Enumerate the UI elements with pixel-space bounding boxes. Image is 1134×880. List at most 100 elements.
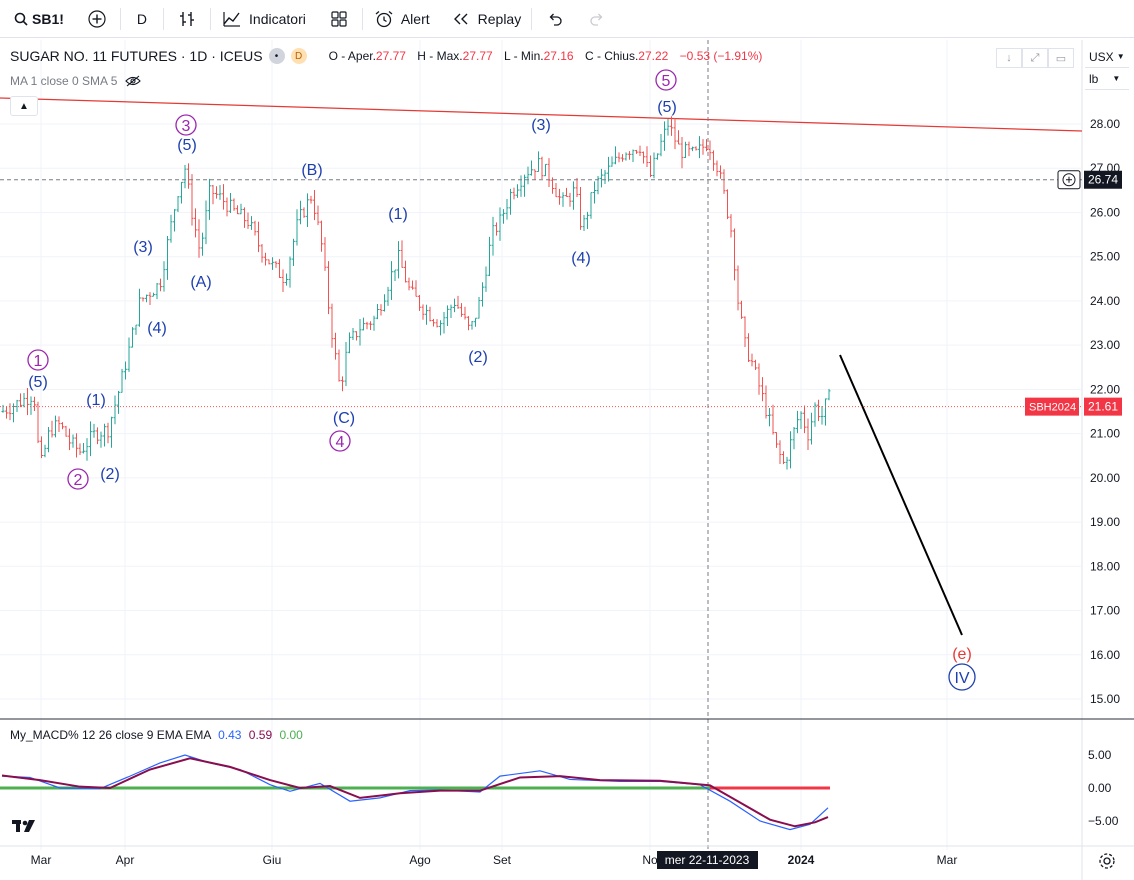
crosshair-date-label: mer 22-11-2023 <box>665 853 750 867</box>
chart-overlays <box>0 40 1082 850</box>
price-axis: 28.0027.0026.0025.0024.0023.0022.0021.00… <box>1025 117 1122 706</box>
collapse-legend-button[interactable]: ▲ <box>10 96 38 116</box>
price-pane-bg <box>0 40 1134 718</box>
redo-button[interactable] <box>578 0 616 38</box>
chevron-up-icon: ▲ <box>19 100 29 112</box>
layouts-button[interactable] <box>316 0 362 38</box>
redo-icon <box>586 8 608 30</box>
wave-label: (A) <box>190 274 211 291</box>
macd-title: My_MACD% 12 26 close 9 EMA EMA <box>10 728 211 742</box>
macd-legend[interactable]: My_MACD% 12 26 close 9 EMA EMA 0.43 0.59… <box>10 728 303 742</box>
time-axis-label: No <box>642 853 658 867</box>
interval-button[interactable]: D <box>121 0 163 38</box>
close-value: 27.22 <box>638 49 669 63</box>
gear-icon[interactable] <box>1098 852 1116 870</box>
time-axis-label: 2024 <box>788 853 815 867</box>
macd-tick-label: 5.00 <box>1088 748 1112 762</box>
alarm-clock-icon <box>373 8 395 30</box>
currency-label: USX <box>1089 49 1114 64</box>
wave-label: (5) <box>177 137 197 154</box>
symbol-search[interactable]: SB1! <box>0 0 74 38</box>
wave-label: (C) <box>333 410 355 427</box>
chart-grid <box>0 40 1134 880</box>
price-tick-label: 18.00 <box>1090 559 1120 573</box>
maximize-button[interactable]: ⤢ <box>1022 48 1048 68</box>
eye-hidden-icon[interactable] <box>125 75 142 87</box>
change-value: −0.53 (−1.91%) <box>679 49 763 63</box>
indicators-button[interactable]: Indicatori <box>211 0 316 38</box>
wave-label: 5 <box>662 73 671 90</box>
wave-label: (3) <box>531 117 551 134</box>
price-tick-label: 24.00 <box>1090 294 1120 308</box>
undo-button[interactable] <box>532 0 578 38</box>
macd-tick-label: −5.00 <box>1088 814 1119 828</box>
ma-indicator-label: MA 1 close 0 SMA 5 <box>10 74 118 88</box>
currency-unit-selector: USX ▼ lb ▼ <box>1085 46 1129 90</box>
alert-label: Alert <box>400 10 430 27</box>
wave-label-circle <box>67 468 89 490</box>
tradingview-logo[interactable] <box>12 816 42 839</box>
projection-line <box>839 354 963 636</box>
wave-label: 3 <box>182 118 191 135</box>
symbol-tag-label: SBH2024 <box>1029 402 1076 414</box>
wave-label-circle <box>329 430 351 452</box>
toolbar-divider <box>361 7 363 30</box>
replay-button[interactable]: Replay <box>440 0 532 38</box>
wave-label: (1) <box>388 206 408 223</box>
wave-labels: 1 (5) 2 (1) (2) (3) (4) 3 (5) (A) (B) (C) 4 (1) (2) (3)… <box>27 69 976 691</box>
low-key: L - Min. <box>504 49 544 63</box>
scroll-down-button[interactable]: ↓ <box>996 48 1022 68</box>
delayed-data-badge[interactable]: D <box>290 48 307 64</box>
restore-button[interactable]: ▭ <box>1048 48 1074 68</box>
time-axis: Mar Apr Giu Ago Set No 2024 Mar mer 22-11-2023 <box>0 845 1134 869</box>
symbol-title[interactable]: SUGAR NO. 11 FUTURES · 1D · ICEUS <box>10 48 263 64</box>
wave-label: 2 <box>74 472 83 489</box>
price-tick-label: 23.00 <box>1090 338 1120 352</box>
ma-indicator-legend[interactable]: MA 1 close 0 SMA 5 <box>10 74 142 88</box>
price-tick-label: 17.00 <box>1090 604 1120 618</box>
open-key: O - Aper. <box>328 49 376 63</box>
price-tick-label: 21.00 <box>1090 427 1120 441</box>
wave-label-circle <box>175 114 197 136</box>
indicators-icon <box>221 8 243 30</box>
symbol-price-tag <box>1025 397 1079 416</box>
wave-label: (2) <box>468 349 488 366</box>
compare-symbol-button[interactable] <box>74 0 120 38</box>
chart-type-button[interactable] <box>164 0 210 38</box>
chevron-down-icon: ▼ <box>1112 74 1121 83</box>
indicators-label: Indicatori <box>249 10 306 27</box>
bar-chart-icon <box>176 8 198 30</box>
resistance-trendline <box>0 97 1083 132</box>
wave-label: (5) <box>657 99 677 116</box>
time-axis-label: Set <box>493 853 512 867</box>
plus-circle-icon <box>1062 173 1076 187</box>
close-key: C - Chius. <box>584 49 639 63</box>
wave-label: (e) <box>952 646 972 663</box>
wave-label: 1 <box>34 353 43 370</box>
time-axis-label: Giu <box>263 853 282 867</box>
price-tick-label: 16.00 <box>1090 648 1120 662</box>
crosshair-price-tag <box>1084 170 1122 189</box>
wave-label-circle <box>948 663 976 691</box>
toolbar-divider <box>119 7 121 30</box>
crosshair-date-tag <box>657 851 758 869</box>
alert-button[interactable]: Alert <box>363 0 440 38</box>
price-tick-label: 22.00 <box>1090 382 1120 396</box>
replay-label: Replay <box>477 10 522 27</box>
symbol-label: SB1! <box>32 10 64 27</box>
wave-label: (2) <box>100 466 120 483</box>
currency-select[interactable]: USX ▼ <box>1085 46 1129 68</box>
price-chart[interactable]: 1 (5) 2 (1) (2) (3) (4) 3 (5) (A) (B) (C) 4 (1) (2) (3)… <box>0 38 1134 880</box>
chart-area[interactable]: 1 (5) 2 (1) (2) (3) (4) 3 (5) (A) (B) (C) 4 (1) (2) (3)… <box>0 38 1134 880</box>
toolbar-divider <box>210 7 212 30</box>
visibility-dot-icon: • <box>268 48 285 64</box>
grid-icon <box>328 8 350 30</box>
wave-label: (5) <box>28 374 48 391</box>
unit-select[interactable]: lb ▼ <box>1085 68 1129 90</box>
interval-label: D <box>136 10 148 27</box>
wave-label-circle <box>655 69 677 91</box>
undo-icon <box>544 8 566 30</box>
wave-label: (4) <box>571 250 591 267</box>
macd-value: 0.43 <box>218 728 242 742</box>
